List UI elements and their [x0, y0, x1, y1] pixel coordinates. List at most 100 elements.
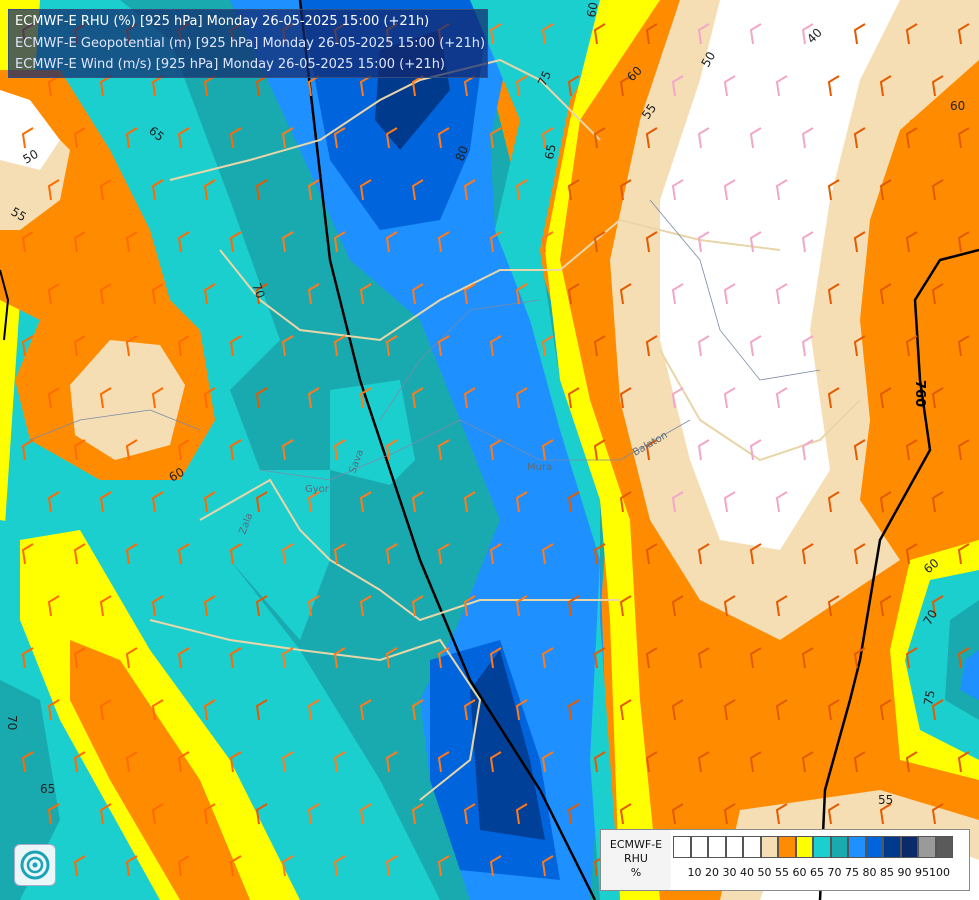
- wind-barb: [645, 647, 658, 669]
- wind-barb: [255, 699, 268, 721]
- wind-barb: [47, 387, 60, 409]
- wind-barb: [905, 543, 918, 565]
- legend-model: ECMWF-E: [609, 838, 663, 851]
- wind-barb: [749, 335, 762, 357]
- wind-barb: [203, 387, 216, 409]
- wind-barb: [931, 179, 944, 201]
- rhu-band-90-b: [470, 650, 545, 840]
- legend-swatch: [830, 836, 848, 858]
- wind-barb: [229, 335, 242, 357]
- wind-barb: [281, 543, 294, 565]
- wind-barb: [567, 75, 580, 97]
- wind-barb: [385, 231, 398, 253]
- legend-tick-label: 80: [862, 866, 877, 879]
- wind-barb: [827, 491, 840, 513]
- wind-barb: [593, 751, 606, 773]
- wind-barb: [385, 751, 398, 773]
- title-geopotential: ECMWF-E Geopotential (m) [925 hPa] Monda…: [15, 36, 486, 51]
- wind-barb: [827, 179, 840, 201]
- contour-label: 70: [249, 281, 267, 300]
- wind-barb: [827, 283, 840, 305]
- rhu-band-70-right: [470, 0, 630, 900]
- wind-barb: [671, 595, 684, 617]
- wind-barb: [619, 699, 632, 721]
- legend-swatch: [725, 836, 743, 858]
- wind-barb: [957, 751, 970, 773]
- wind-barb: [567, 699, 580, 721]
- contour-label: 70: [5, 715, 19, 730]
- wind-barb: [905, 127, 918, 149]
- wind-barb: [905, 647, 918, 669]
- legend-tick-label: 75: [845, 866, 859, 879]
- wind-barb: [21, 751, 34, 773]
- wind-barb: [99, 283, 112, 305]
- wind-barb: [359, 75, 372, 97]
- wind-barb: [47, 283, 60, 305]
- wind-barb: [73, 231, 86, 253]
- geopotential-contour-left-edge: [0, 269, 10, 341]
- wind-barb: [437, 439, 450, 461]
- wind-barb: [879, 179, 892, 201]
- wind-barb: [723, 75, 736, 97]
- wind-barb: [21, 231, 34, 253]
- wind-barb: [541, 543, 554, 565]
- wind-barb: [99, 179, 112, 201]
- legend-swatches: [673, 836, 953, 858]
- legend-tick-label: 100: [929, 866, 950, 879]
- wind-barb: [515, 699, 528, 721]
- wind-barb: [489, 647, 502, 669]
- wind-barb: [515, 283, 528, 305]
- wind-barb: [21, 647, 34, 669]
- wind-barb: [385, 127, 398, 149]
- wind-barb: [151, 803, 164, 825]
- wind-barb: [515, 595, 528, 617]
- wind-barb: [359, 595, 372, 617]
- wind-barb: [749, 543, 762, 565]
- wind-barb: [567, 803, 580, 825]
- wind-barb: [151, 75, 164, 97]
- wind-barb: [73, 127, 86, 149]
- wind-barb: [21, 543, 34, 565]
- wind-barb: [255, 387, 268, 409]
- wind-barb: [593, 647, 606, 669]
- wind-barb: [125, 647, 138, 669]
- legend-tick-label: 65: [810, 866, 824, 879]
- wind-barb: [879, 699, 892, 721]
- wind-barb: [619, 803, 632, 825]
- wind-barb: [775, 595, 788, 617]
- wind-barb: [957, 439, 970, 461]
- legend-swatch: [778, 836, 796, 858]
- legend-tick-label: 60: [792, 866, 807, 879]
- border-line: [659, 349, 861, 462]
- legend-swatch: [743, 836, 761, 858]
- title-rhu: ECMWF-E RHU (%) [925 hPa] Monday 26-05-2…: [15, 14, 430, 29]
- wind-barb: [827, 387, 840, 409]
- wind-barb: [203, 491, 216, 513]
- contour-label: 65: [542, 143, 558, 160]
- wind-barb: [177, 855, 190, 877]
- legend-swatch: [708, 836, 726, 858]
- wind-barb: [125, 855, 138, 877]
- wind-barb: [359, 491, 372, 513]
- wind-barb: [541, 439, 554, 461]
- legend-swatch: [848, 836, 866, 858]
- wind-barb: [723, 179, 736, 201]
- wind-barb: [463, 803, 476, 825]
- wind-barb: [567, 595, 580, 617]
- border-line: [169, 58, 601, 181]
- wind-barb: [697, 231, 710, 253]
- wind-barb: [879, 803, 892, 825]
- wind-barb: [697, 127, 710, 149]
- wind-barbs-layer: [21, 23, 970, 877]
- wind-barb: [853, 647, 866, 669]
- wind-barb: [229, 543, 242, 565]
- wind-barb: [671, 699, 684, 721]
- contour-label: 60: [950, 99, 965, 113]
- wind-barb: [411, 595, 424, 617]
- wind-barb: [749, 231, 762, 253]
- wind-barb: [801, 439, 814, 461]
- wind-barb: [853, 231, 866, 253]
- legend-swatch: [883, 836, 901, 858]
- legend-variable: RHU: [624, 852, 648, 865]
- wind-barb: [957, 647, 970, 669]
